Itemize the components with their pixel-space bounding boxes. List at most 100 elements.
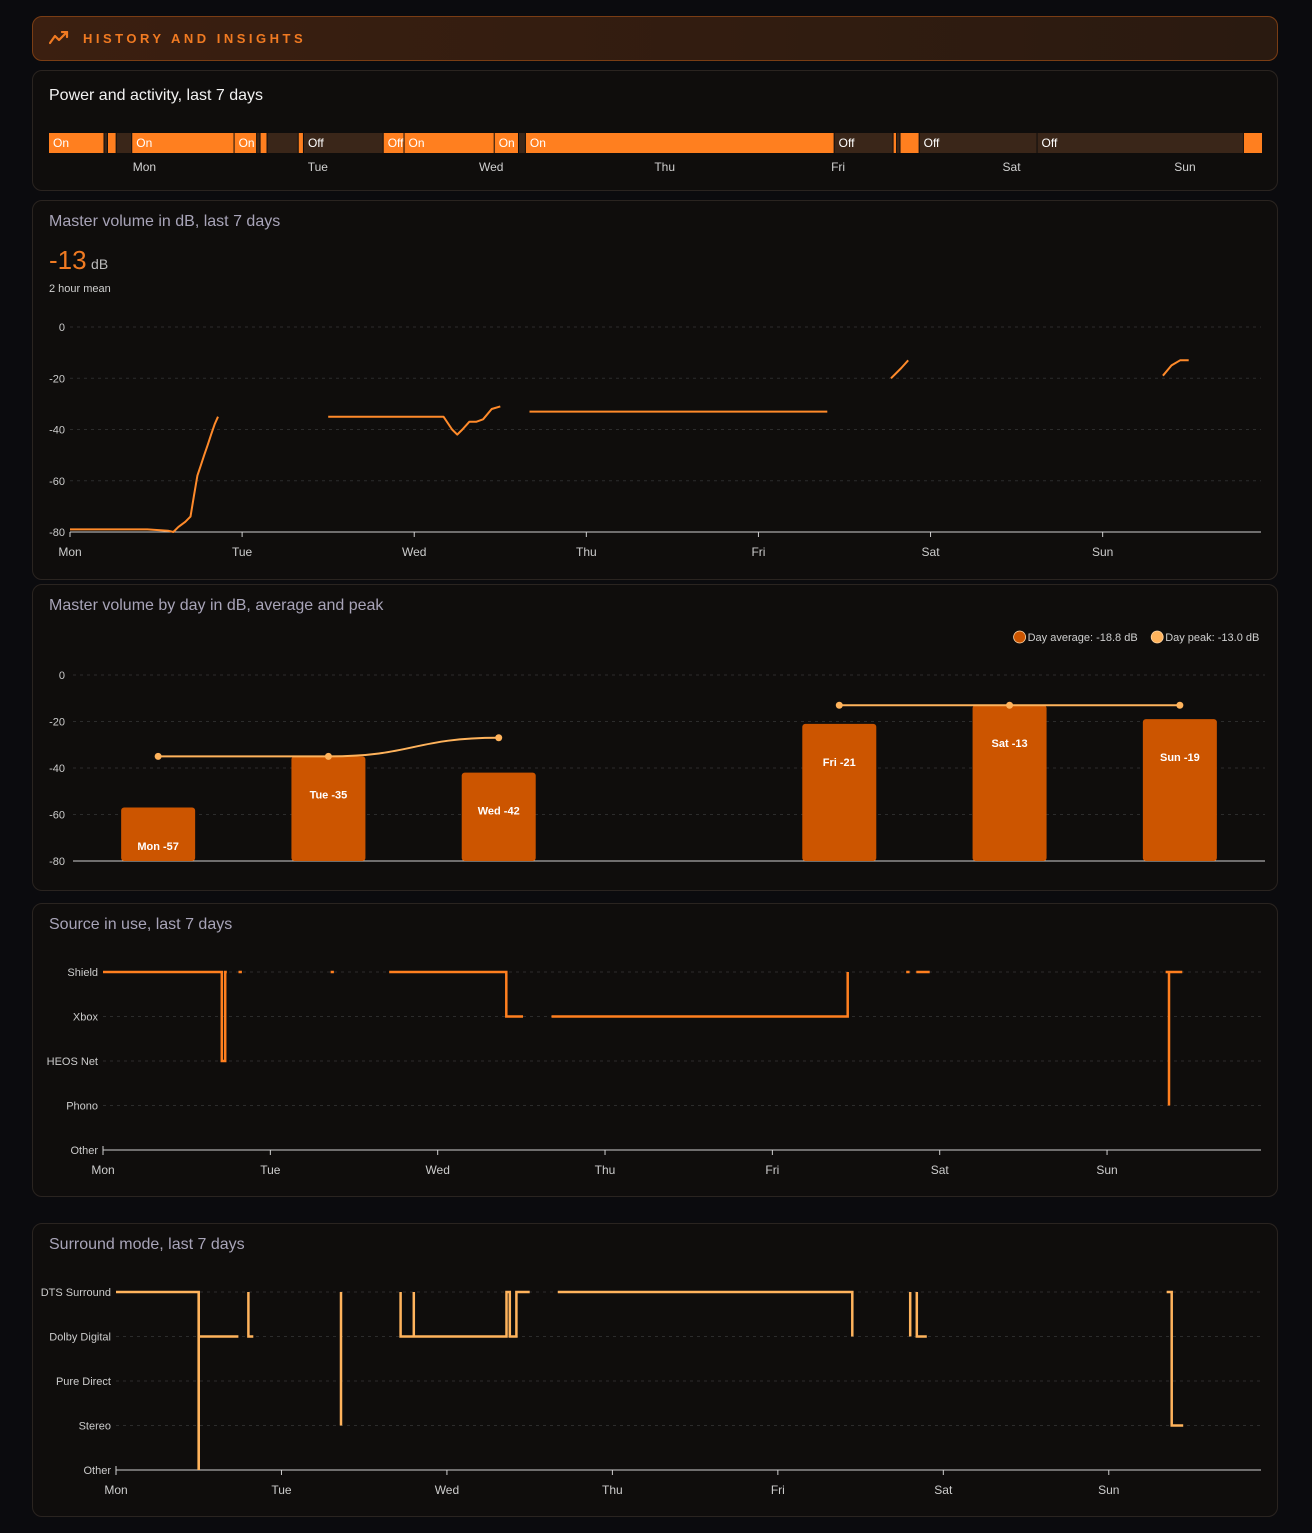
volume-unit: dB [91,256,109,272]
x-tick-label: Fri [771,1483,785,1497]
y-tick-label: -60 [49,810,65,822]
daily-card: Master volume by day in dB, average and … [32,584,1278,891]
y-category-label: Dolby Digital [49,1332,111,1344]
x-tick-label: Wed [425,1163,449,1177]
y-category-label: Phono [66,1101,98,1113]
power-day-label: Wed [479,160,503,174]
volume-series-line [1162,359,1189,377]
volume-title: Master volume in dB, last 7 days [49,213,281,230]
trend-line-icon [49,31,69,45]
source-chart[interactable]: Shield Xbox HEOS Net Phono Other Mon Tue Wed Thu… [33,904,1279,1198]
power-segment [383,133,404,153]
power-segment [49,133,104,153]
power-segment [897,133,900,153]
power-segment-label: On [530,136,546,150]
step-series-line [389,970,523,1018]
y-category-label: HEOS Net [47,1056,98,1068]
step-series-line [551,972,849,1018]
power-title: Power and activity, last 7 days [49,87,264,104]
legend-swatch [1013,630,1026,644]
step-series-line [103,970,227,1063]
power-segment [267,133,298,153]
x-tick-label: Sun [1096,1163,1117,1177]
power-segment [132,133,234,153]
power-segment [919,133,1037,153]
power-segment [116,133,132,153]
day-peak-point [835,701,843,709]
x-tick-label: Sun [1092,545,1113,559]
volume-readout: -13 dB [49,245,108,276]
bar-data-label: Fri -21 [823,757,856,769]
y-tick-label: -80 [49,856,65,868]
power-segment-label: On [239,136,255,150]
y-tick-label: -80 [49,527,65,539]
x-tick-label: Wed [435,1483,459,1497]
day-average-bar [121,807,196,861]
day-peak-point [154,752,162,760]
y-category-label: DTS Surround [41,1287,111,1299]
daily-title: Master volume by day in dB, average and … [49,597,384,614]
power-timeline[interactable]: On On On Off Off On On On Off Off Off Mon Tue Wed Thu F… [33,71,1279,192]
power-segment [104,133,107,153]
y-category-label: Shield [67,967,98,979]
power-segment [107,133,116,153]
day-average-bar [802,723,877,861]
source-title: Source in use, last 7 days [49,916,233,933]
power-segment [494,133,518,153]
y-tick-label: 0 [59,670,65,682]
bar-data-label: Sun -19 [1160,752,1200,764]
y-tick-label: -60 [49,476,65,488]
step-series-line [915,1292,927,1338]
y-category-label: Other [83,1465,111,1477]
day-average-bar [1142,719,1217,861]
x-tick-label: Thu [602,1483,623,1497]
y-category-label: Pure Direct [56,1376,111,1388]
x-tick-label: Fri [765,1163,779,1177]
power-segment [260,133,267,153]
step-series-line [399,1290,530,1338]
x-tick-label: Thu [595,1163,616,1177]
day-average-bar [972,705,1047,861]
y-tick-label: 0 [59,322,65,334]
bar-data-label: Sat -13 [992,738,1028,750]
volume-series-line [70,416,219,533]
legend-swatch [1150,630,1164,644]
power-segment [525,133,834,153]
daily-chart[interactable]: 0 -20 -40 -60 -80 Mon -57 Tue -35 Wed -42 Fri -2… [33,585,1279,892]
x-tick-label: Sat [922,545,941,559]
x-tick-label: Sun [1098,1483,1119,1497]
x-tick-label: Wed [402,545,426,559]
power-day-label: Fri [831,160,845,174]
day-peak-point [1176,701,1184,709]
x-tick-label: Mon [91,1163,114,1177]
volume-subtitle: 2 hour mean [49,283,111,295]
power-segment [257,133,260,153]
legend-label: Day peak: -13.0 dB [1165,632,1259,644]
y-tick-label: -40 [49,763,65,775]
day-peak-point [1006,701,1014,709]
x-tick-label: Tue [260,1163,281,1177]
x-tick-label: Mon [104,1483,127,1497]
power-segment-label: Off [1042,136,1058,150]
surround-title: Surround mode, last 7 days [49,1236,245,1253]
volume-series-line [328,405,501,436]
power-segment [518,133,525,153]
section-title: HISTORY AND INSIGHTS [83,31,307,46]
x-tick-label: Thu [576,545,597,559]
power-segment-label: On [499,136,515,150]
y-category-label: Stereo [79,1421,111,1433]
y-category-label: Xbox [73,1012,99,1024]
power-segment [1037,133,1243,153]
surround-chart[interactable]: DTS Surround Dolby Digital Pure Direct Ster… [33,1224,1279,1518]
volume-chart[interactable]: 0 -20 -40 -60 -80 Mon Tue Wed Thu Fri Sat Sun [33,201,1279,581]
day-peak-point [324,752,332,760]
power-segment [234,133,257,153]
power-segment-label: Off [388,136,404,150]
x-tick-label: Mon [58,545,81,559]
power-segment [893,133,897,153]
surround-card: Surround mode, last 7 days DTS Surround D… [32,1223,1278,1517]
day-average-bar [291,756,366,861]
y-tick-label: -20 [49,373,65,385]
power-segment [404,133,494,153]
power-day-label: Sun [1174,160,1195,174]
